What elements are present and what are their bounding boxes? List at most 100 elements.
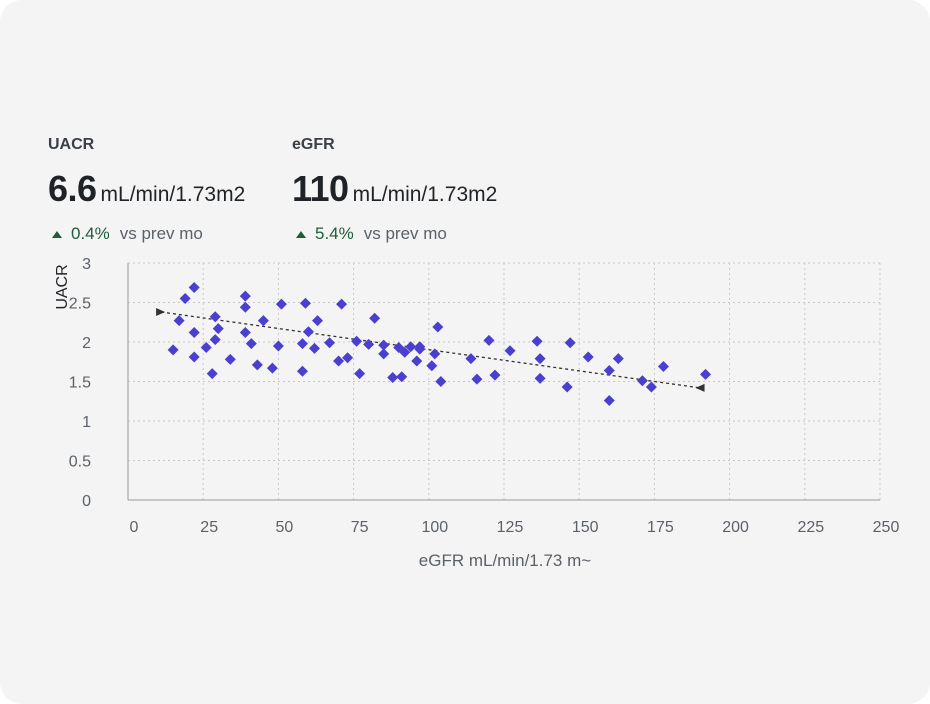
y-tick-label: 2 xyxy=(82,335,91,352)
metric-unit: mL/min/1.73m2 xyxy=(100,183,246,206)
y-tick-label: 1.5 xyxy=(69,375,91,392)
metric-value-row: 110 mL/min/1.73m2 xyxy=(292,168,497,210)
data-point xyxy=(239,290,251,302)
metric-label: UACR xyxy=(48,136,95,153)
data-point xyxy=(251,359,263,371)
egfr-metric: eGFR 110 mL/min/1.73m2 5.4% vs prev mo xyxy=(292,136,497,244)
data-point xyxy=(534,372,546,384)
metric-unit: mL/min/1.73m2 xyxy=(352,183,498,206)
trendline-end-marker xyxy=(695,383,705,392)
data-point xyxy=(399,346,411,358)
trendline-line xyxy=(160,311,700,389)
data-point xyxy=(275,298,287,310)
data-point xyxy=(333,355,345,367)
data-point xyxy=(308,342,320,354)
data-point xyxy=(206,368,218,380)
data-point xyxy=(342,352,354,364)
data-point xyxy=(179,293,191,305)
data-point xyxy=(564,337,576,349)
x-tick-label: 100 xyxy=(421,519,448,536)
y-tick-label: 0.5 xyxy=(69,454,91,471)
data-point xyxy=(534,353,546,365)
trendline xyxy=(156,307,705,392)
data-point xyxy=(612,353,624,365)
y-tick-label: 0 xyxy=(82,493,91,510)
x-tick-label: 0 xyxy=(130,519,139,536)
data-point xyxy=(266,362,278,374)
data-point xyxy=(173,315,185,327)
data-point xyxy=(296,338,308,350)
data-point xyxy=(429,348,441,360)
data-point xyxy=(239,327,251,339)
data-point xyxy=(369,312,381,324)
metric-value: 110 xyxy=(292,168,349,209)
data-point xyxy=(245,338,257,350)
x-tick-label: 125 xyxy=(497,519,524,536)
data-point xyxy=(603,364,615,376)
data-point xyxy=(312,315,324,327)
y-tick-label: 2.5 xyxy=(69,296,91,313)
data-point xyxy=(405,341,417,353)
data-point xyxy=(299,297,311,309)
axes xyxy=(127,263,880,501)
grid-lines xyxy=(128,262,881,500)
trend-up-icon xyxy=(296,230,306,238)
data-point xyxy=(272,340,284,352)
data-point xyxy=(411,355,423,367)
data-point xyxy=(257,315,269,327)
metric-comparison: vs prev mo xyxy=(363,224,447,243)
data-point xyxy=(387,372,399,384)
y-axis-label: UACR xyxy=(54,264,71,309)
x-tick-label: 225 xyxy=(797,519,824,536)
data-point xyxy=(396,371,408,383)
metric-delta: 5.4% xyxy=(315,224,354,243)
data-point xyxy=(531,335,543,347)
data-point xyxy=(432,321,444,333)
y-tick-label: 1 xyxy=(82,414,91,431)
data-point xyxy=(188,281,200,293)
data-point xyxy=(465,353,477,365)
data-point xyxy=(504,345,516,357)
data-point xyxy=(489,369,501,381)
x-tick-label: 250 xyxy=(873,519,900,536)
data-point xyxy=(700,368,712,380)
metric-delta: 0.4% xyxy=(71,224,110,243)
trendline-start-marker xyxy=(156,307,166,316)
data-point xyxy=(239,301,251,313)
x-tick-label: 200 xyxy=(722,519,749,536)
metric-delta-row: 5.4% vs prev mo xyxy=(292,224,497,244)
data-point xyxy=(188,351,200,363)
data-point xyxy=(645,381,657,393)
data-point xyxy=(414,343,426,355)
data-point xyxy=(188,327,200,339)
data-point xyxy=(426,360,438,372)
uacr-metric: UACR 6.6 mL/min/1.73m2 0.4% vs prev mo xyxy=(48,136,245,244)
data-point xyxy=(378,348,390,360)
metric-delta-row: 0.4% vs prev mo xyxy=(48,224,245,244)
data-point xyxy=(636,375,648,387)
data-points xyxy=(167,281,712,406)
y-tick-label: 3 xyxy=(82,256,91,273)
data-point xyxy=(336,298,348,310)
data-point xyxy=(302,326,314,338)
metric-comparison: vs prev mo xyxy=(119,224,203,243)
x-axis-label: eGFR mL/min/1.73 m~ xyxy=(419,551,591,570)
data-point xyxy=(212,323,224,335)
metric-value: 6.6 xyxy=(48,168,97,209)
data-point xyxy=(582,351,594,363)
data-point xyxy=(603,394,615,406)
data-point xyxy=(167,344,179,356)
data-point xyxy=(324,337,336,349)
x-tick-label: 175 xyxy=(647,519,674,536)
data-point xyxy=(354,368,366,380)
data-point xyxy=(561,381,573,393)
data-point xyxy=(483,334,495,346)
data-point xyxy=(209,311,221,323)
data-point xyxy=(657,360,669,372)
data-point xyxy=(471,373,483,385)
data-point xyxy=(224,353,236,365)
data-point xyxy=(363,338,375,350)
data-point xyxy=(378,339,390,351)
